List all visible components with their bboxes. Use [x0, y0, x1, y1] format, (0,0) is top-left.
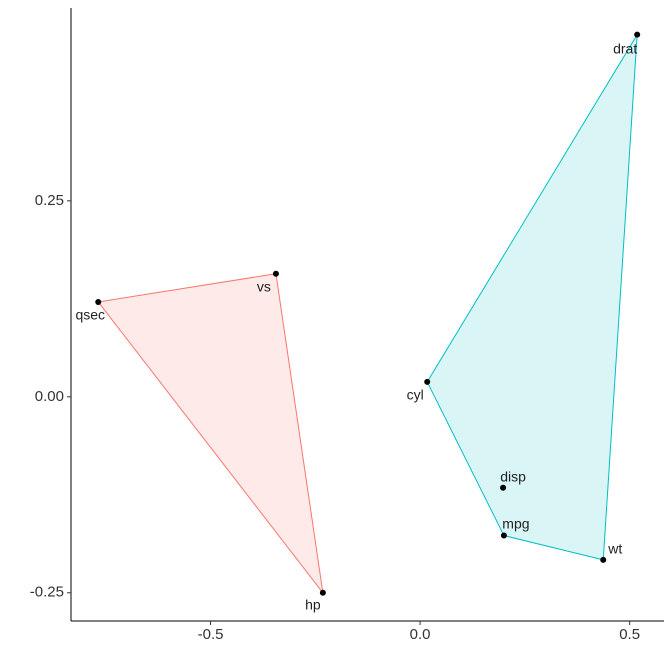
- y-tick-label: -0.25: [30, 584, 64, 601]
- point-label: hp: [305, 596, 321, 612]
- point-label: wt: [607, 541, 622, 557]
- point-label: vs: [257, 278, 271, 294]
- point-label: qsec: [75, 307, 105, 323]
- point: [600, 556, 607, 563]
- point: [500, 532, 507, 539]
- point-label: mpg: [502, 515, 529, 531]
- point: [500, 484, 507, 491]
- hull: [426, 34, 638, 561]
- x-tick-label: 0.0: [410, 626, 431, 643]
- point: [272, 270, 279, 277]
- point-label: cyl: [407, 387, 424, 403]
- hull: [97, 273, 324, 595]
- point: [424, 378, 431, 385]
- y-tick-label: 0.25: [35, 192, 64, 209]
- point-label: drat: [613, 40, 637, 56]
- x-tick-label: 0.5: [619, 626, 640, 643]
- point: [95, 298, 102, 305]
- point-label: disp: [500, 468, 526, 484]
- y-tick-label: 0.00: [35, 388, 64, 405]
- x-tick-label: -0.5: [198, 626, 224, 643]
- point: [319, 589, 326, 596]
- point: [634, 31, 641, 38]
